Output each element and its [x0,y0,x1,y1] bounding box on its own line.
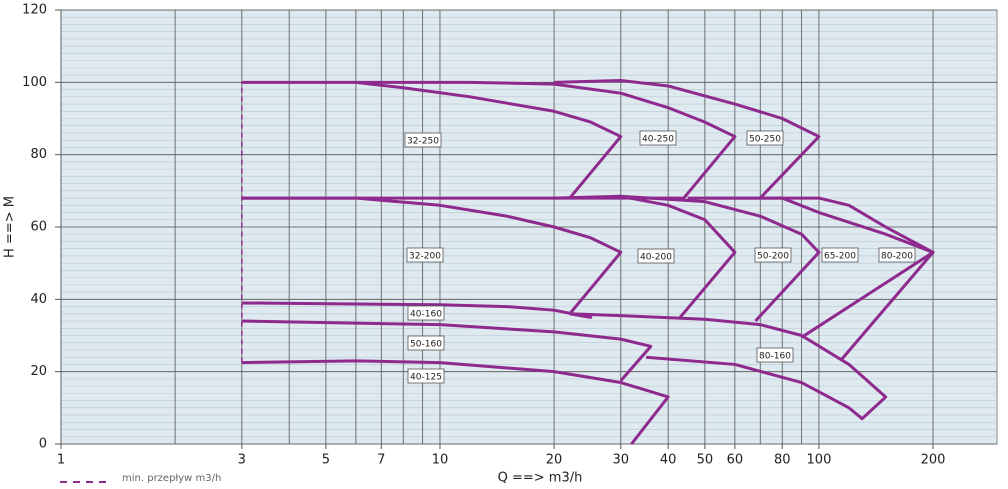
curve-label: 40-250 [642,135,674,145]
curve-label: 65-200 [824,252,856,262]
x-tick-label: 3 [238,453,246,468]
x-tick-label: 1 [57,453,65,468]
y-tick-label: 120 [22,3,47,18]
curve-label: 80-160 [759,352,791,362]
curve-label-box [407,368,445,384]
x-tick-label: 200 [921,453,946,468]
x-tick-label: 60 [727,453,744,468]
x-tick-label: 30 [613,453,630,468]
y-tick-label: 100 [22,75,47,90]
curve-label-box [404,132,442,148]
y-tick-label: 80 [30,147,47,162]
x-tick-label: 10 [432,453,449,468]
x-tick-label: 5 [322,453,330,468]
pump-curve [241,301,593,319]
curve-label-box [878,247,916,263]
pump-curve [554,79,821,200]
curve-label: 32-250 [407,137,439,147]
curve-label-box [756,347,794,363]
curve-label-box [746,130,784,146]
curve-label: 50-200 [757,252,789,262]
pump-curve [620,194,821,323]
pump-curve [355,80,737,200]
x-tick-label: 100 [807,453,832,468]
pump-curve [241,80,623,200]
legend-label: min. przepływ m3/h [122,473,221,484]
y-tick-label: 20 [30,364,47,379]
pump-curve [760,196,935,360]
x-tick-label: 40 [660,453,677,468]
pump-curve [241,196,623,315]
x-tick-label: 20 [546,453,563,468]
x-tick-label: 50 [697,453,714,468]
curve-label: 40-125 [410,373,442,383]
curve-label: 40-160 [410,310,442,320]
x-tick-label: 7 [377,453,385,468]
pump-curve [569,312,888,421]
curve-label-box [637,248,675,264]
x-axis-label: Q ==> m3/h [498,471,583,486]
y-tick-label: 60 [30,220,47,235]
y-axis-label: H ==> M [3,196,18,258]
pump-curve [554,194,737,319]
y-tick-label: 40 [30,292,47,307]
curve-label: 80-200 [881,252,913,262]
curve-label-box [821,247,859,263]
curve-label: 40-200 [640,253,672,263]
curve-label-box [407,335,445,351]
curve-label-box [754,247,792,263]
pump-curve [241,359,670,445]
pump-curve [241,319,653,382]
curve-label: 50-160 [410,340,442,350]
x-tick-label: 80 [774,453,791,468]
curve-label-box [406,247,444,263]
curve-label: 50-250 [749,135,781,145]
curve-label-box [407,305,445,321]
y-tick-label: 0 [39,437,47,452]
curve-label-box [639,130,677,146]
curve-label: 32-200 [409,252,441,262]
